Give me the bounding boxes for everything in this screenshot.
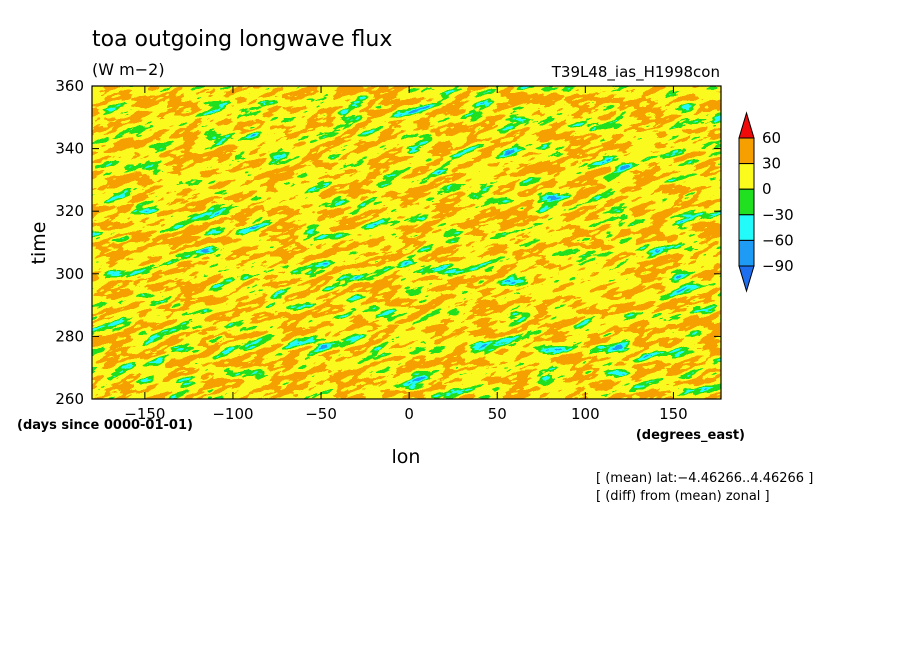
colorbar-label: −30 xyxy=(762,206,794,224)
colorbar-segment xyxy=(738,239,755,267)
x-axis-units: (degrees_east) xyxy=(636,428,745,443)
y-axis: 260 280 300 320 340 360 xyxy=(55,77,721,408)
y-axis-label: time xyxy=(28,222,50,265)
x-tick-label: −50 xyxy=(305,405,337,423)
x-tick-label: 100 xyxy=(571,405,600,423)
colorbar-label: 60 xyxy=(762,129,781,147)
chart-title: toa outgoing longwave flux xyxy=(92,27,392,52)
colorbar: −90 −60 −30 0 30 60 xyxy=(738,111,794,293)
note-line-1: [ (mean) lat:−4.46266..4.46266 ] xyxy=(596,471,813,486)
y-tick-label: 260 xyxy=(55,390,84,408)
colorbar-label: −90 xyxy=(762,257,794,275)
x-tick-label: 150 xyxy=(659,405,688,423)
colorbar-label: 0 xyxy=(762,180,772,198)
x-axis: −150 −100 −50 0 50 100 150 xyxy=(124,86,688,423)
x-tick-label: 50 xyxy=(488,405,507,423)
colorbar-segment xyxy=(738,163,755,190)
y-tick-label: 340 xyxy=(55,140,84,158)
y-tick-label: 360 xyxy=(55,77,84,95)
colorbar-segment xyxy=(738,214,755,241)
colorbar-segment xyxy=(738,137,755,165)
note-line-2: [ (diff) from (mean) zonal ] xyxy=(596,489,770,504)
x-tick-label: 0 xyxy=(404,405,414,423)
colorbar-label: 30 xyxy=(762,155,781,173)
colorbar-label: −60 xyxy=(762,231,794,249)
plot-frame xyxy=(91,85,722,400)
y-tick-label: 320 xyxy=(55,202,84,220)
x-axis-label: lon xyxy=(392,446,421,468)
x-tick-label: −100 xyxy=(212,405,253,423)
heatmap-field xyxy=(92,86,721,399)
y-tick-label: 280 xyxy=(55,327,84,345)
y-axis-units: (days since 0000-01-01) xyxy=(17,418,193,433)
x-tick-label: −150 xyxy=(124,405,165,423)
y-tick-label: 300 xyxy=(55,265,84,283)
colorbar-segment xyxy=(738,188,755,216)
run-label: T39L48_ias_H1998con xyxy=(551,63,720,82)
colorbar-extend-low xyxy=(738,265,755,293)
chart-units: (W m−2) xyxy=(92,60,165,79)
